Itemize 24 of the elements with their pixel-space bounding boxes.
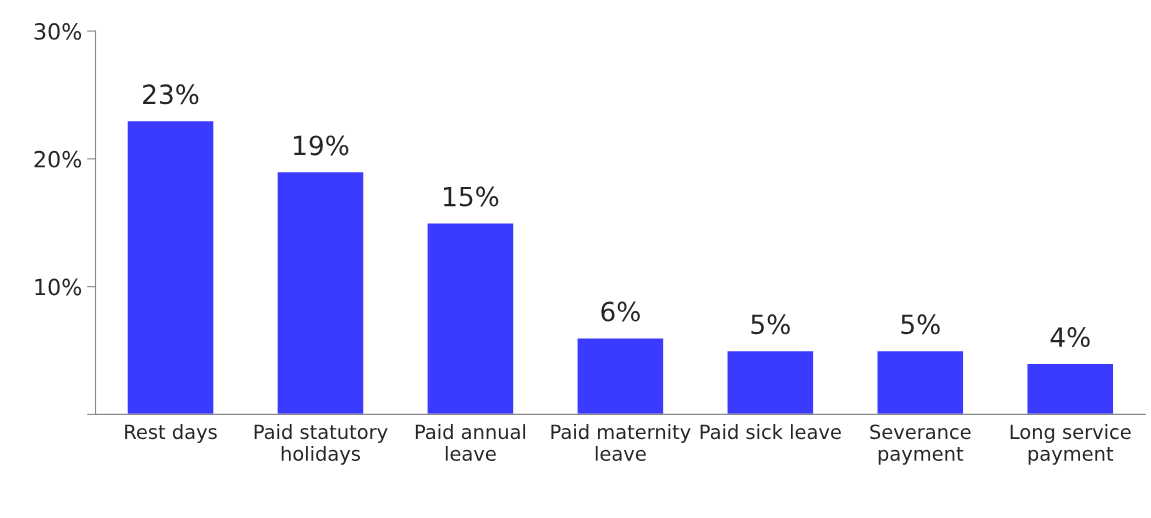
data-label: 6% [601, 301, 640, 322]
data-label: 19% [294, 135, 349, 156]
bar [726, 349, 815, 415]
bar [876, 349, 965, 415]
x-tick-label: Severance payment [870, 424, 971, 465]
y-tick-label: 10% [35, 278, 82, 296]
bar [276, 170, 365, 415]
bar [126, 119, 215, 415]
x-tick-label: Paid maternity leave [551, 424, 691, 461]
data-label: 15% [444, 186, 499, 207]
data-label: 5% [901, 314, 940, 335]
bar [1026, 362, 1115, 415]
bar [426, 222, 515, 415]
y-tick-label: 30% [34, 23, 82, 40]
data-label: 23% [143, 84, 199, 105]
x-tick-label: Paid statutory holidays [254, 424, 388, 465]
data-label: 4% [1050, 327, 1090, 348]
x-tick-label: Rest days [125, 424, 217, 443]
data-label: 5% [751, 314, 790, 335]
x-tick-label: Paid sick leave [700, 424, 841, 440]
x-tick-label: Paid annual leave [415, 424, 526, 461]
x-tick-label: Long service payment [1010, 424, 1131, 465]
bar [576, 337, 665, 415]
y-tick-label: 20% [34, 150, 82, 168]
